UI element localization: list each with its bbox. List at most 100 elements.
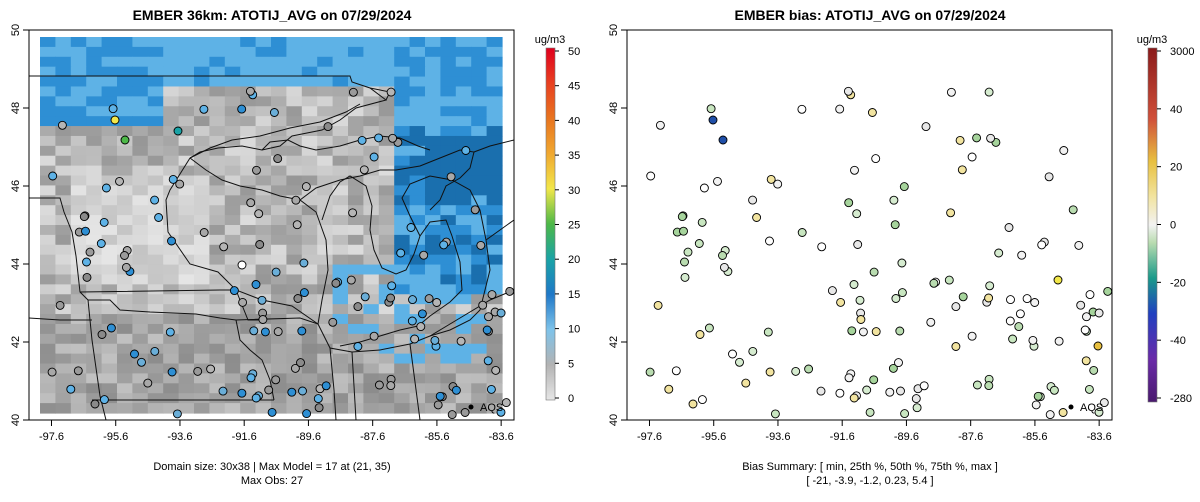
bias-point bbox=[770, 409, 780, 419]
raster-cell bbox=[147, 373, 164, 384]
raster-cell bbox=[40, 145, 56, 157]
raster-cell bbox=[178, 66, 195, 78]
left-axes: -97.6 -95.6 -93.6 -91.6 -89.6 -87.6 -85.6 -83.6… bbox=[10, 24, 514, 443]
raster-cell bbox=[86, 76, 103, 88]
raster-cell bbox=[70, 234, 87, 246]
raster-cell bbox=[440, 393, 457, 404]
raster-cell bbox=[301, 343, 318, 355]
raster-cell bbox=[40, 106, 56, 117]
raster-cell bbox=[178, 37, 195, 48]
raster-cell bbox=[101, 343, 118, 355]
raster-cell bbox=[55, 333, 72, 345]
raster-cell bbox=[486, 343, 503, 355]
raster-cell bbox=[101, 135, 118, 147]
bias-point bbox=[748, 195, 758, 205]
bias-point bbox=[862, 385, 872, 395]
raster-cell bbox=[440, 56, 457, 68]
bias-point bbox=[858, 327, 868, 337]
raster-cell bbox=[409, 254, 426, 266]
raster-cell bbox=[147, 66, 164, 78]
raster-cell bbox=[86, 363, 103, 375]
raster-cell bbox=[70, 254, 87, 266]
raster-cell bbox=[425, 205, 441, 216]
raster-cell bbox=[348, 37, 364, 48]
raster-cell bbox=[486, 244, 503, 256]
raster-cell bbox=[348, 46, 364, 58]
raster-cell bbox=[440, 135, 457, 147]
bias-point bbox=[897, 288, 907, 298]
raster-cell bbox=[117, 155, 133, 167]
raster-cell bbox=[286, 403, 303, 414]
raster-cell bbox=[209, 343, 226, 355]
raster-cell bbox=[163, 116, 180, 127]
raster-cell bbox=[317, 314, 334, 325]
colorbar-label: 15 bbox=[568, 289, 580, 301]
raster-cell bbox=[425, 383, 441, 394]
raster-cell bbox=[147, 76, 164, 88]
bias-point bbox=[849, 280, 859, 289]
raster-cell bbox=[425, 76, 441, 88]
obs-point bbox=[410, 334, 420, 344]
raster-cell bbox=[86, 254, 103, 266]
obs-point bbox=[505, 286, 514, 296]
raster-cell bbox=[332, 155, 349, 167]
raster-cell bbox=[363, 116, 380, 127]
raster-cell bbox=[363, 175, 380, 187]
raster-cell bbox=[209, 165, 226, 177]
raster-cell bbox=[348, 165, 364, 177]
raster-cell bbox=[163, 135, 180, 147]
left-colorbar bbox=[545, 47, 556, 401]
obs-point bbox=[487, 290, 497, 300]
bias-point bbox=[856, 315, 866, 324]
raster-cell bbox=[147, 383, 164, 394]
raster-cell bbox=[255, 383, 272, 394]
raster-cell bbox=[425, 116, 441, 127]
bias-point bbox=[697, 395, 707, 405]
raster-cell bbox=[132, 323, 149, 335]
raster-cell bbox=[425, 96, 441, 107]
bias-point bbox=[735, 357, 744, 367]
raster-cell bbox=[55, 126, 72, 137]
raster-cell bbox=[255, 66, 272, 78]
raster-cell bbox=[317, 294, 334, 305]
raster-cell bbox=[55, 135, 72, 147]
raster-cell bbox=[471, 323, 488, 335]
bias-point bbox=[994, 248, 1004, 258]
raster-cell bbox=[147, 363, 164, 375]
bias-point bbox=[972, 380, 982, 390]
raster-cell bbox=[317, 323, 334, 335]
raster-cell bbox=[486, 353, 503, 365]
raster-cell bbox=[55, 393, 72, 404]
obs-point-highlight bbox=[173, 126, 183, 136]
raster-cell bbox=[378, 145, 395, 157]
raster-cell bbox=[147, 294, 164, 305]
raster-cell bbox=[240, 225, 257, 236]
raster-cell bbox=[471, 373, 488, 384]
raster-cell bbox=[301, 314, 318, 325]
raster-cell bbox=[455, 116, 472, 127]
raster-cell bbox=[194, 175, 210, 187]
raster-cell bbox=[317, 165, 334, 177]
raster-cell bbox=[301, 274, 318, 285]
raster-cell bbox=[486, 373, 503, 384]
raster-cell bbox=[86, 383, 103, 394]
raster-cell bbox=[332, 116, 349, 127]
raster-cell bbox=[255, 96, 272, 107]
raster-cell bbox=[86, 264, 103, 276]
raster-cell bbox=[224, 373, 241, 384]
obs-point bbox=[478, 300, 488, 310]
raster-cell bbox=[332, 314, 349, 325]
raster-cell bbox=[70, 155, 87, 167]
raster-cell bbox=[378, 116, 395, 127]
raster-cell bbox=[117, 294, 133, 305]
bias-point bbox=[671, 366, 681, 376]
raster-cell bbox=[194, 76, 210, 88]
left-plot-frame bbox=[28, 29, 515, 421]
colorbar-label: 45 bbox=[568, 81, 580, 93]
bias-point bbox=[921, 122, 931, 132]
raster-cell bbox=[332, 46, 349, 58]
raster-cell bbox=[301, 225, 318, 236]
obs-point bbox=[237, 104, 247, 114]
raster-cell bbox=[147, 185, 164, 196]
raster-cell bbox=[425, 215, 441, 226]
